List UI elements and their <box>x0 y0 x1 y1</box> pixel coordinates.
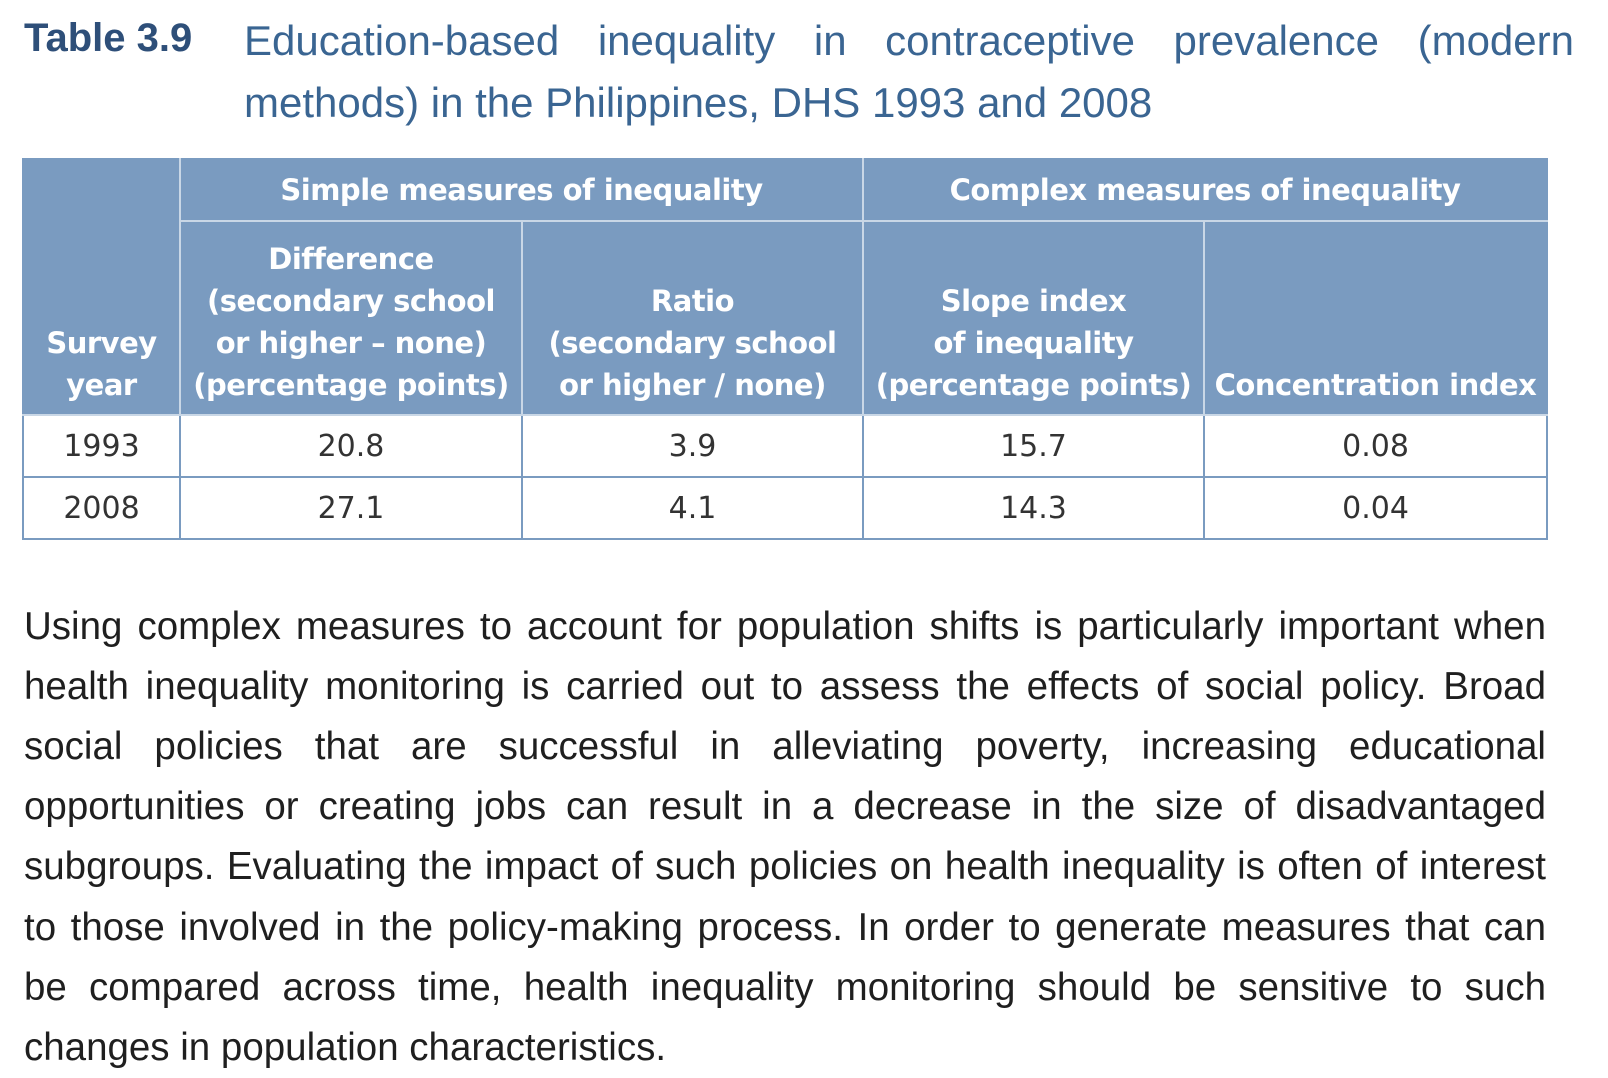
header-concentration-index: Concentration index <box>1204 221 1547 415</box>
header-slope-index-line: (percentage points) <box>872 364 1195 406</box>
header-row-groups: Survey year Simple measures of inequalit… <box>23 159 1547 221</box>
header-difference-line: Difference <box>189 238 513 280</box>
cell-concentration-index: 0.04 <box>1204 477 1547 539</box>
header-difference-line: (percentage points) <box>189 364 513 406</box>
cell-slope-index: 14.3 <box>863 477 1204 539</box>
header-slope-index: Slope index of inequality (percentage po… <box>863 221 1204 415</box>
data-table: Survey year Simple measures of inequalit… <box>22 158 1548 540</box>
cell-ratio: 4.1 <box>522 477 863 539</box>
header-ratio-line: (secondary school <box>531 322 854 364</box>
header-row-columns: Difference (secondary school or higher –… <box>23 221 1547 415</box>
header-survey-year: Survey year <box>23 159 180 415</box>
header-group-simple: Simple measures of inequality <box>180 159 863 221</box>
caption-label: Table 3.9 <box>24 16 192 61</box>
cell-concentration-index: 0.08 <box>1204 415 1547 477</box>
header-difference-line: (secondary school <box>189 280 513 322</box>
cell-survey-year: 1993 <box>23 415 180 477</box>
cell-survey-year: 2008 <box>23 477 180 539</box>
header-difference: Difference (secondary school or higher –… <box>180 221 522 415</box>
header-survey-year-line: year <box>32 364 171 406</box>
table-row: 2008 27.1 4.1 14.3 0.04 <box>23 477 1547 539</box>
cell-difference: 27.1 <box>180 477 522 539</box>
header-ratio-line: Ratio <box>531 280 854 322</box>
header-slope-index-line: Slope index <box>872 280 1195 322</box>
header-slope-index-line: of inequality <box>872 322 1195 364</box>
data-table-container: Survey year Simple measures of inequalit… <box>22 158 1546 540</box>
header-ratio-line: or higher / none) <box>531 364 854 406</box>
header-ratio: Ratio (secondary school or higher / none… <box>522 221 863 415</box>
body-paragraph: Using complex measures to account for po… <box>24 597 1546 1078</box>
cell-ratio: 3.9 <box>522 415 863 477</box>
header-survey-year-line: Survey <box>32 322 171 364</box>
header-concentration-index-line: Concentration index <box>1213 364 1538 406</box>
cell-difference: 20.8 <box>180 415 522 477</box>
header-group-complex: Complex measures of inequality <box>863 159 1547 221</box>
table-row: 1993 20.8 3.9 15.7 0.08 <box>23 415 1547 477</box>
header-difference-line: or higher – none) <box>189 322 513 364</box>
caption-title: Education-based inequality in contracept… <box>244 10 1574 134</box>
cell-slope-index: 15.7 <box>863 415 1204 477</box>
